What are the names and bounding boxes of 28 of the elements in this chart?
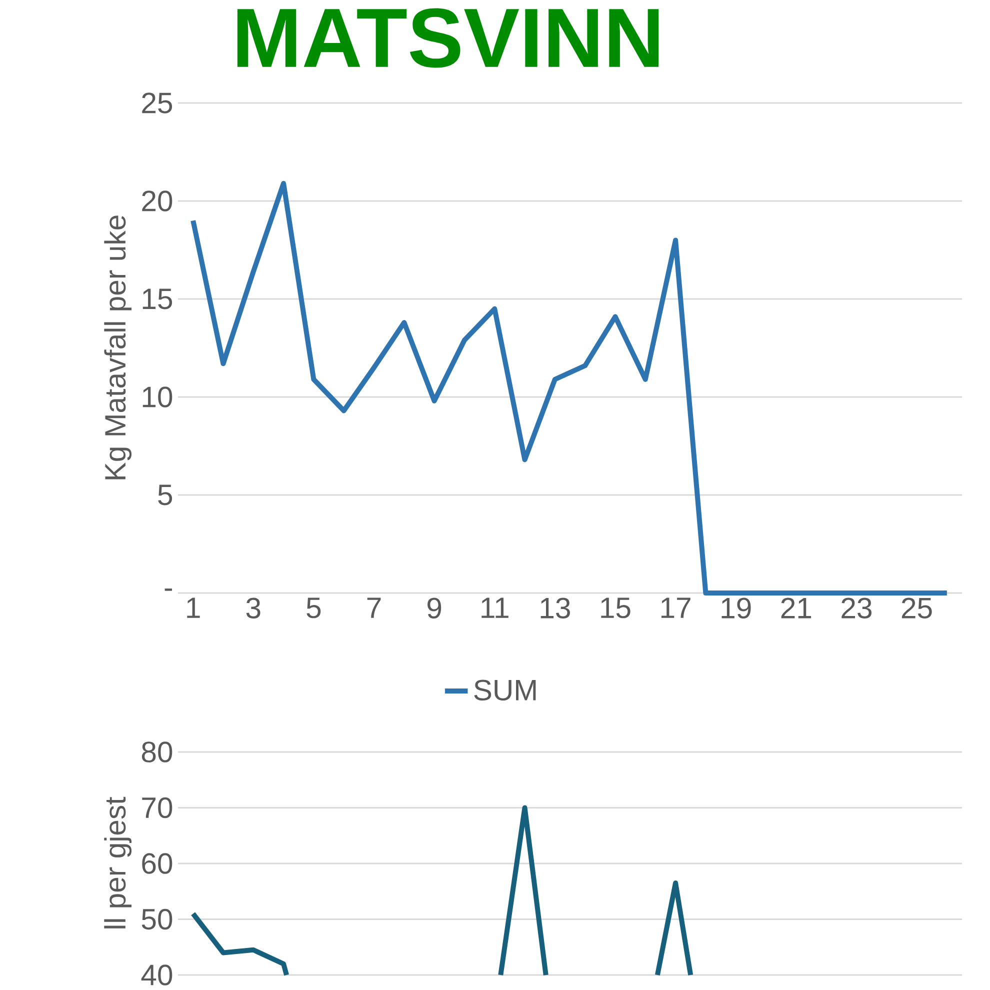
x-tick-label: 11: [482, 598, 508, 618]
x-tick-label: 17: [661, 598, 690, 618]
y-tick-label: 10: [142, 386, 172, 408]
x-tick-label: 9: [428, 598, 442, 618]
x-tick-label: 23: [842, 598, 872, 618]
y-axis-title: ll per gjest: [104, 796, 132, 928]
x-tick-label: 15: [601, 598, 630, 618]
x-tick-label: 1: [187, 598, 200, 618]
x-tick-label: 25: [902, 598, 932, 618]
y-tick-label: 20: [142, 190, 172, 212]
y-axis-title: Kg Matavfall per uke: [104, 216, 132, 480]
legend-label: SUM: [474, 680, 536, 701]
y-tick-label: 60: [142, 853, 172, 874]
x-tick-label: 5: [306, 598, 321, 618]
x-tick-label: 21: [781, 598, 812, 618]
y-tick-label: 50: [142, 908, 172, 930]
x-tick-label: 7: [367, 598, 381, 618]
x-tick-label: 3: [246, 598, 260, 618]
x-tick-label: 19: [722, 598, 751, 618]
y-tick-label: 15: [142, 288, 172, 310]
y-tick-label: 70: [142, 797, 172, 818]
x-tick-label: 13: [540, 598, 570, 618]
y-tick-label: -: [164, 588, 172, 591]
y-tick-label: 40: [141, 964, 172, 986]
y-tick-label: 80: [142, 742, 172, 762]
y-tick-label: 25: [142, 92, 172, 114]
y-tick-label: 5: [158, 484, 172, 506]
chart-title: MATSVINN: [237, 8, 659, 68]
